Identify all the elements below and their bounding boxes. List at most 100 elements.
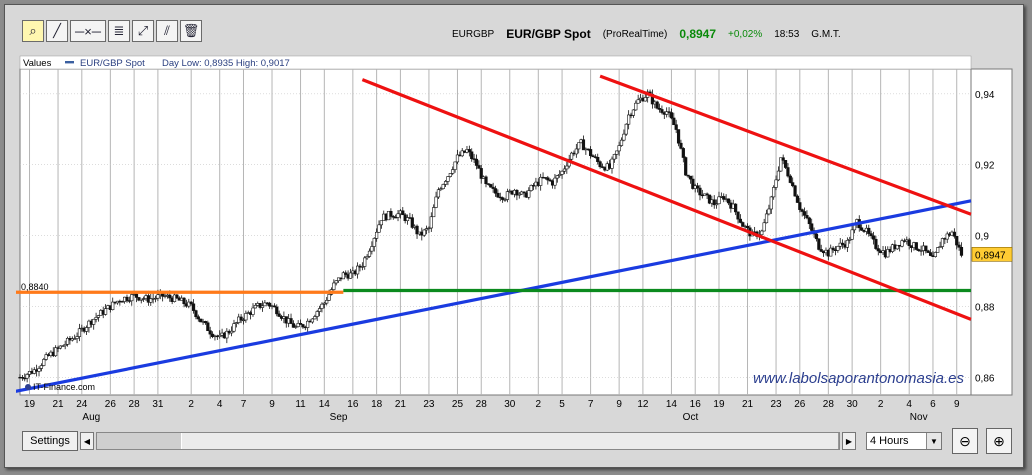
candle-body	[577, 142, 581, 150]
candle-body	[268, 302, 272, 307]
candle-body	[37, 368, 41, 372]
candle-body	[42, 359, 46, 366]
month-label: Nov	[910, 412, 928, 423]
scroll-right-button[interactable]: ▶	[842, 432, 856, 450]
candle-body	[474, 158, 479, 166]
candle-body	[320, 303, 324, 309]
candle-body	[527, 190, 531, 198]
candle-body	[669, 112, 674, 119]
candle-body	[203, 321, 208, 324]
candle-body	[310, 318, 315, 323]
interval-value: 4 Hours	[870, 435, 909, 447]
symbol-code: EURGBP	[452, 28, 495, 40]
candle-body	[360, 266, 364, 268]
candle-body	[848, 238, 852, 241]
candle-body	[819, 249, 823, 252]
candle-body	[441, 184, 445, 189]
candle-body	[258, 303, 262, 308]
candle-body	[741, 222, 745, 227]
candle-body	[558, 174, 562, 176]
candle-body	[783, 160, 788, 168]
x-tick-label: 25	[452, 399, 464, 410]
candle-body	[900, 240, 904, 247]
candle-body	[795, 195, 800, 203]
candle-body	[401, 210, 405, 216]
candle-body	[688, 175, 693, 180]
y-tick-label: 0,94	[975, 90, 995, 101]
zoom-in-icon[interactable]: ⊕	[986, 428, 1012, 454]
y-tick-label: 0,88	[975, 302, 995, 313]
candle-body	[676, 129, 681, 144]
candle-body	[239, 316, 243, 321]
candle-body	[945, 233, 949, 240]
last-price: 0,8947	[679, 27, 717, 41]
candle-body	[370, 246, 374, 252]
x-tick-label: 14	[319, 399, 331, 410]
candle-body	[805, 215, 809, 219]
watermark-text: www.labolsaporantonomasia.es	[753, 370, 964, 387]
candle-body	[560, 170, 564, 175]
scrollbar-thumb[interactable]	[181, 433, 839, 449]
candle-body	[363, 257, 367, 267]
channel-icon[interactable]: ⤢	[132, 20, 154, 42]
candle-body	[493, 188, 498, 194]
red-channel-lower[interactable]	[361, 78, 972, 321]
trash-icon[interactable]: 🗑	[180, 20, 202, 42]
candle-body	[229, 330, 234, 334]
candle-body	[439, 188, 443, 191]
candle-body	[788, 175, 792, 183]
candle-body	[194, 310, 198, 318]
candle-body	[631, 109, 635, 116]
candle-body	[624, 123, 628, 135]
interval-select[interactable]: 4 Hours ▼	[866, 432, 942, 450]
candle-body	[776, 170, 781, 181]
candle-body	[448, 173, 452, 177]
candle-body	[96, 315, 101, 318]
candle-body	[234, 322, 238, 324]
parallel-lines-icon[interactable]: ⫽	[156, 20, 178, 42]
scrollbar-track[interactable]	[96, 432, 840, 450]
candle-body	[260, 305, 265, 308]
legend-swatch	[65, 61, 74, 64]
candle-body	[491, 186, 495, 189]
zoom-tool-icon[interactable]: ⌕	[22, 20, 44, 42]
timezone: G.M.T.	[811, 28, 841, 40]
candle-body	[622, 133, 626, 141]
candle-body	[391, 216, 395, 218]
x-tick-label: 2	[188, 399, 194, 410]
candle-body	[660, 109, 664, 113]
horizontal-line-icon[interactable]: ─×─	[70, 20, 106, 42]
blue-support-line[interactable]	[14, 199, 972, 394]
candle-body	[831, 247, 835, 251]
scroll-left-button[interactable]: ◀	[80, 432, 94, 450]
settings-button[interactable]: Settings	[22, 431, 78, 451]
red-channel-upper[interactable]	[599, 74, 972, 216]
fibonacci-icon[interactable]: ≣	[108, 20, 130, 42]
candle-body	[627, 114, 631, 125]
candle-body	[546, 177, 550, 181]
candle-body	[850, 229, 854, 240]
trendline-icon[interactable]: ╱	[46, 20, 68, 42]
candle-body	[206, 322, 210, 332]
candle-body	[75, 336, 79, 339]
candle-body	[251, 307, 255, 315]
chevron-down-icon: ▼	[926, 433, 941, 449]
candle-body	[25, 374, 29, 379]
candle-body	[317, 308, 322, 312]
candle-body	[829, 247, 833, 257]
candle-body	[895, 244, 899, 250]
candle-body	[781, 157, 785, 161]
zoom-out-icon[interactable]: ⊖	[952, 428, 978, 454]
candle-body	[871, 235, 876, 240]
candle-body	[553, 177, 557, 186]
y-tick-label: 0,9	[975, 232, 989, 243]
candle-body	[800, 209, 804, 212]
candle-body	[477, 165, 481, 169]
candle-body	[92, 318, 96, 325]
candle-body	[786, 167, 790, 177]
candle-body	[296, 322, 300, 327]
x-tick-label: 6	[930, 399, 936, 410]
candle-body	[860, 227, 864, 231]
chart-area[interactable]: 0,86 0,88 0,9 0,92 0,94 0,8840 0,8947 19 21 24 26 2…	[14, 53, 1022, 425]
